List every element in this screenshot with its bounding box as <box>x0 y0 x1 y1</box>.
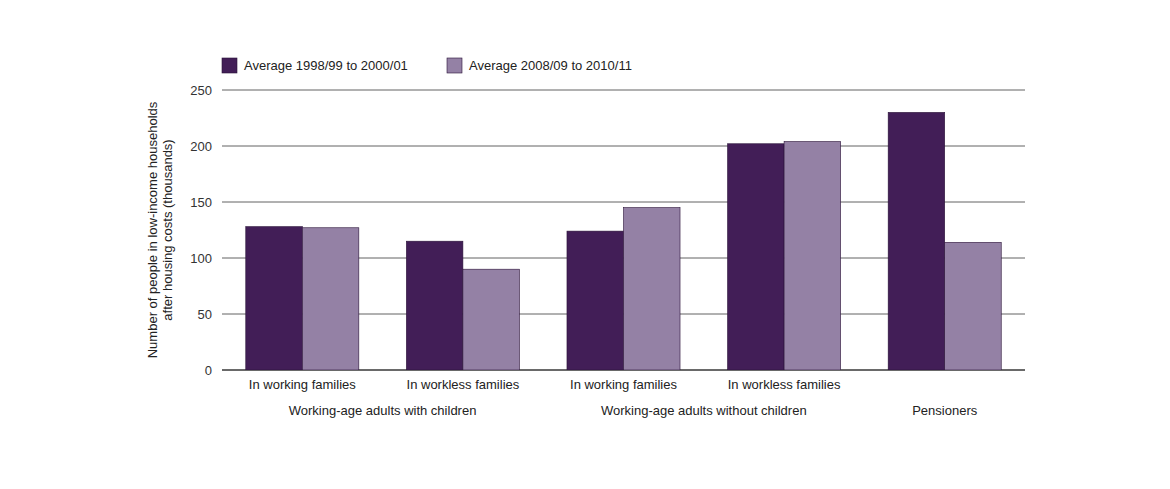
legend: Average 1998/99 to 2000/01 Average 2008/0… <box>222 58 632 73</box>
bar <box>246 227 303 370</box>
y-tick-label: 250 <box>190 83 212 98</box>
grid-line <box>222 90 1025 91</box>
y-tick-label: 200 <box>190 139 212 154</box>
group-label: Working-age adults without children <box>601 403 807 418</box>
y-axis-label-line: after housing costs (thousands) <box>160 139 175 320</box>
bar <box>728 144 785 370</box>
bars <box>246 112 1001 370</box>
bar <box>406 241 463 370</box>
bar <box>624 208 681 370</box>
group-label: Pensioners <box>912 403 978 418</box>
legend-label: Average 2008/09 to 2010/11 <box>469 58 632 73</box>
y-axis-label-line: Number of people in low-income household… <box>145 101 160 358</box>
bar <box>302 228 359 370</box>
legend-swatch <box>222 58 237 73</box>
bar <box>463 269 520 370</box>
bar <box>945 242 1002 370</box>
y-tick-label: 150 <box>190 195 212 210</box>
x-tick-label: In workless families <box>728 377 841 392</box>
chart-container: 0 50 100 150 200 250 In working families In wor… <box>0 0 1170 489</box>
chart-svg: 0 50 100 150 200 250 In working families In wor… <box>0 0 1170 489</box>
x-tick-label: In workless families <box>407 377 520 392</box>
legend-label: Average 1998/99 to 2000/01 <box>244 58 408 73</box>
y-tick-label: 100 <box>190 251 212 266</box>
x-tick-label: In working families <box>570 377 677 392</box>
group-label: Working-age adults with children <box>289 403 477 418</box>
y-tick-label: 50 <box>198 307 212 322</box>
bar <box>567 231 624 370</box>
legend-swatch <box>447 58 462 73</box>
x-tick-label: In working families <box>249 377 356 392</box>
y-tick-label: 0 <box>205 363 212 378</box>
y-axis-label: Number of people in low-income household… <box>145 101 175 358</box>
grid <box>222 90 1025 370</box>
bar <box>784 142 841 370</box>
bar <box>888 112 945 370</box>
